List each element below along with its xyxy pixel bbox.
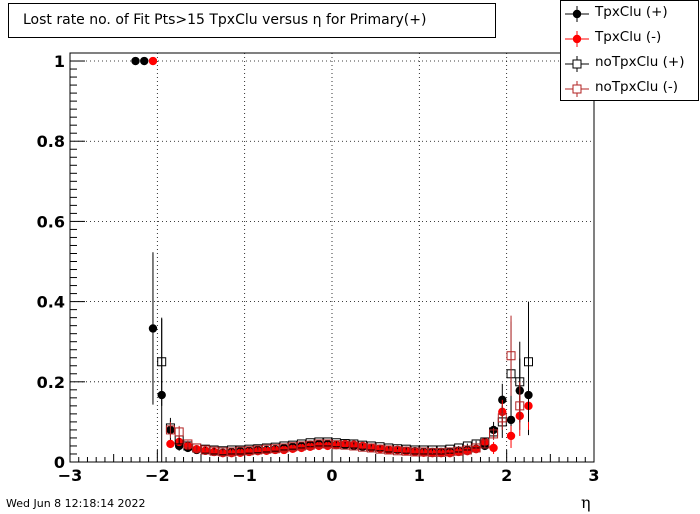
- data-point: [174, 427, 184, 437]
- legend-marker-filled-circle-icon: [565, 31, 589, 47]
- data-point: [515, 401, 525, 411]
- x-tick-label: 1: [414, 466, 425, 485]
- timestamp-footer: Wed Jun 8 12:18:14 2022: [6, 497, 146, 510]
- data-point: [524, 357, 533, 367]
- data-point: [166, 439, 175, 449]
- y-tick-label: 0.8: [37, 132, 65, 151]
- legend-item-tpxclu-plus: TpxClu (+): [561, 1, 698, 26]
- data-point: [218, 447, 228, 457]
- data-point: [148, 56, 158, 66]
- legend-label: noTpxClu (+): [595, 54, 685, 70]
- data-point: [305, 440, 315, 450]
- data-point: [419, 447, 429, 457]
- data-point: [506, 431, 516, 441]
- chart-title: Lost rate no. of Fit Pts>15 TpxClu versu…: [8, 3, 496, 38]
- legend-marker-open-square-icon: [565, 81, 589, 97]
- legend: TpxClu (+) TpxClu (-) noTpxClu (+) noTpx…: [560, 0, 699, 101]
- x-axis-label: η: [581, 493, 591, 512]
- data-point: [331, 440, 341, 450]
- series-1: [148, 56, 533, 458]
- legend-label: TpxClu (-): [595, 29, 662, 45]
- data-point: [497, 413, 507, 423]
- data-point: [209, 446, 219, 456]
- legend-item-notpxclu-plus: noTpxClu (+): [561, 51, 698, 76]
- data-point: [489, 429, 499, 439]
- legend-item-tpxclu-minus: TpxClu (-): [561, 26, 698, 51]
- data-point: [393, 446, 402, 456]
- legend-marker-filled-circle-icon: [565, 6, 589, 22]
- data-point: [358, 442, 368, 452]
- legend-label: noTpxClu (-): [595, 79, 679, 95]
- legend-item-notpxclu-minus: noTpxClu (-): [561, 76, 698, 101]
- data-point: [157, 357, 167, 367]
- data-point: [454, 446, 464, 456]
- data-point: [288, 442, 298, 452]
- data-point: [375, 444, 385, 454]
- data-point: [314, 439, 324, 449]
- data-point: [200, 445, 210, 455]
- data-point: [235, 446, 245, 456]
- data-point: [427, 447, 437, 457]
- data-point: [401, 446, 411, 456]
- x-tick-label: −2: [145, 466, 170, 485]
- data-point: [471, 443, 481, 453]
- data-points: [131, 56, 533, 462]
- data-point: [227, 447, 237, 457]
- data-point: [131, 56, 140, 66]
- data-point: [323, 439, 333, 449]
- y-tick-label: 0.2: [37, 373, 65, 392]
- series-3: [165, 315, 525, 457]
- data-point: [366, 443, 376, 453]
- legend-label: TpxClu (+): [595, 4, 668, 20]
- series-2: [157, 301, 533, 456]
- data-point: [410, 447, 420, 457]
- data-point: [462, 445, 472, 455]
- data-point: [165, 425, 175, 435]
- data-point: [279, 443, 289, 453]
- axes: −3 −2 −1 0 1 2 3 0 0.2 0.4 0.6 0.8 1: [37, 52, 600, 485]
- x-tick-label: 2: [501, 466, 512, 485]
- data-point: [183, 439, 193, 449]
- y-tick-label: 0.6: [37, 212, 65, 231]
- data-point: [498, 395, 507, 405]
- data-point: [244, 446, 254, 456]
- y-tick-label: 0.4: [37, 293, 65, 312]
- legend-marker-open-square-icon: [565, 56, 589, 72]
- data-point: [480, 439, 490, 449]
- x-tick-label: 3: [588, 466, 599, 485]
- data-point: [296, 441, 306, 451]
- data-point: [445, 447, 455, 457]
- x-tick-label: 0: [326, 466, 337, 485]
- y-tick-label: 0: [54, 453, 65, 472]
- data-point: [489, 443, 498, 453]
- data-point: [384, 445, 394, 455]
- data-point: [349, 441, 359, 451]
- data-point: [253, 445, 263, 455]
- data-point: [148, 324, 158, 333]
- y-tick-label: 1: [54, 52, 65, 71]
- data-point: [340, 440, 350, 450]
- x-tick-label: −1: [232, 466, 257, 485]
- data-point: [192, 443, 202, 453]
- x-tick-label: −3: [58, 466, 83, 485]
- data-point: [140, 56, 149, 66]
- data-point: [262, 444, 271, 454]
- data-point: [436, 447, 446, 457]
- data-point: [270, 444, 280, 454]
- grid-lines: [70, 53, 594, 462]
- data-point: [506, 351, 516, 361]
